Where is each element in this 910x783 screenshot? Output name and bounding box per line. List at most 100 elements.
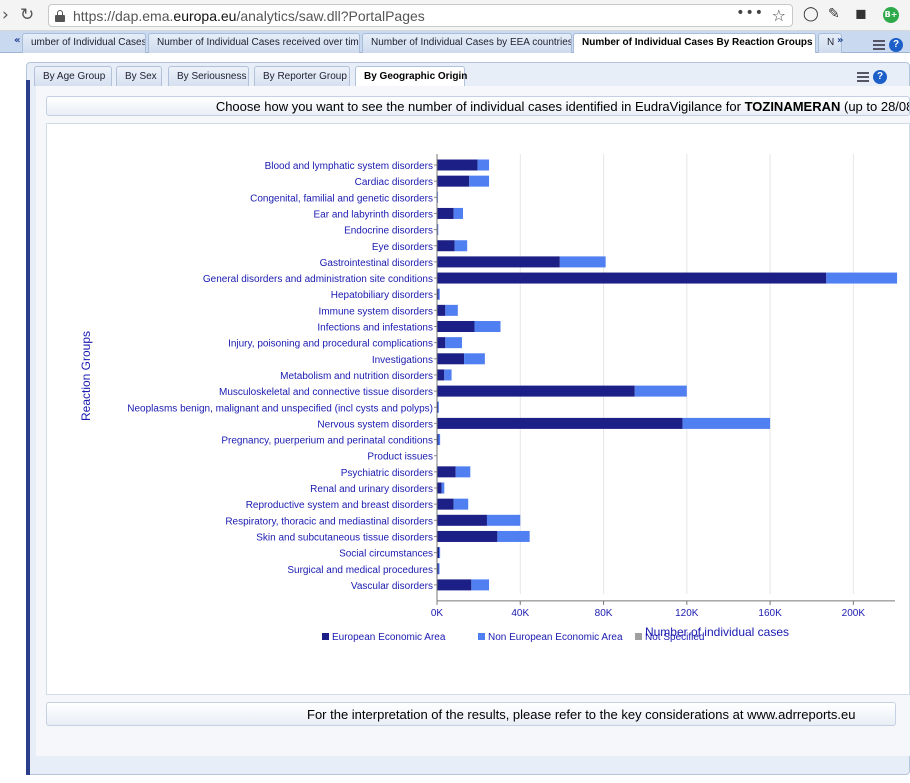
legend-label: European Economic Area	[332, 632, 446, 643]
category-label: Skin and subcutaneous tissue disorders	[256, 532, 433, 543]
frame-edge	[26, 80, 30, 775]
category-label: Social circumstances	[339, 549, 433, 560]
bar-segment	[474, 321, 501, 332]
report-help-icon[interactable]: ?	[873, 69, 887, 84]
browser-toolbar: › ↻ https://dap.ema.europa.eu/analytics/…	[0, 0, 910, 31]
legend-label: Not Specified	[645, 632, 704, 643]
category-label: Eye disorders	[372, 242, 433, 253]
bar-segment	[437, 159, 478, 171]
chart-panel: Blood and lymphatic system disorders Card…	[46, 123, 910, 695]
category-label: Gastrointestinal disorders	[320, 258, 433, 269]
category-label: Immune system disorders	[319, 306, 433, 317]
category-label: Reproductive system and breast disorders	[246, 500, 433, 511]
bar-segment	[437, 514, 487, 526]
category-label: Congenital, familial and genetic disorde…	[250, 193, 433, 204]
category-label: Blood and lymphatic system disorders	[265, 161, 433, 172]
bar-segment	[441, 482, 445, 494]
category-label: Infections and infestations	[317, 323, 433, 334]
legend-swatch	[322, 633, 329, 640]
category-label: Musculoskeletal and connective tissue di…	[219, 387, 433, 398]
category-label: Hepatobiliary disorders	[331, 290, 433, 301]
speaker-icon[interactable]: ◼	[855, 6, 867, 22]
extension-icon[interactable]: ✎	[828, 6, 840, 22]
bar-segment	[682, 417, 771, 429]
bar-segment	[437, 337, 446, 349]
portal-options: ?	[873, 34, 903, 53]
forward-icon[interactable]: ›	[2, 5, 9, 25]
tab-more[interactable]: N	[818, 33, 842, 53]
tab-cases-over-time[interactable]: Number of Individual Cases received over…	[148, 33, 360, 53]
x-tick-label: 40K	[511, 608, 529, 619]
bar-segment	[438, 288, 440, 300]
category-label: Surgical and medical procedures	[287, 565, 433, 576]
category-label: Investigations	[372, 355, 433, 366]
report-options-icon[interactable]	[857, 71, 869, 82]
x-axis-title: Number of individual cases	[645, 625, 789, 639]
bar-segment	[445, 337, 462, 349]
bar-segment	[438, 563, 440, 575]
bar-segment	[437, 288, 439, 300]
tab-individual-cases[interactable]: umber of Individual Cases	[22, 33, 146, 53]
bar-segment	[437, 353, 465, 365]
url-text: https://dap.ema.europa.eu/analytics/saw.…	[73, 8, 425, 24]
lock-icon	[55, 10, 65, 22]
tab-by-geographic-origin[interactable]: By Geographic Origin	[355, 66, 467, 86]
reload-icon[interactable]: ↻	[20, 5, 35, 25]
tab-cases-by-eea[interactable]: Number of Individual Cases by EEA countr…	[362, 33, 572, 53]
help-icon[interactable]: ?	[889, 37, 903, 52]
category-label: Psychiatric disorders	[341, 468, 433, 479]
x-tick-label: 160K	[758, 608, 782, 619]
bar-segment	[455, 466, 471, 478]
portal-tab-bar: « umber of Individual Cases Number of In…	[0, 31, 910, 54]
x-tick-label: 80K	[595, 608, 613, 619]
footer-bar: For the interpretation of the results, p…	[46, 702, 896, 726]
tab-by-age-group[interactable]: By Age Group	[34, 66, 112, 86]
bar-segment	[437, 417, 683, 429]
bar-segment	[454, 240, 468, 252]
legend-label: Non European Economic Area	[488, 632, 623, 643]
address-bar[interactable]: https://dap.ema.europa.eu/analytics/saw.…	[48, 4, 793, 27]
page-actions-icon[interactable]: •••	[736, 5, 764, 21]
tabs-scroll-right-icon[interactable]: »	[837, 35, 844, 46]
tab-cases-by-reaction-groups[interactable]: Number of Individual Cases By Reaction G…	[573, 33, 816, 54]
bar-segment	[438, 401, 439, 413]
bar-segment	[469, 175, 490, 187]
bar-segment	[439, 547, 441, 559]
bar-segment	[437, 385, 635, 397]
extension-badge-icon[interactable]: B+	[883, 7, 899, 23]
bar-chart: Blood and lymphatic system disorders Card…	[79, 154, 898, 643]
tab-by-seriousness[interactable]: By Seriousness	[168, 66, 249, 86]
legend-swatch	[478, 633, 485, 640]
bar-segment	[444, 369, 452, 381]
tabs-scroll-left-icon[interactable]: «	[14, 35, 21, 46]
category-label: Product issues	[367, 452, 433, 463]
bar-segment	[634, 385, 687, 397]
category-label: Metabolism and nutrition disorders	[280, 371, 433, 382]
page-options-icon[interactable]	[873, 39, 885, 50]
category-label: Renal and urinary disorders	[310, 484, 433, 495]
bar-segment	[437, 369, 445, 381]
product-name: TOZINAMERAN	[744, 99, 841, 114]
bar-segment	[471, 579, 490, 591]
bar-segment	[437, 272, 827, 284]
bookmark-star-icon[interactable]: ☆	[771, 6, 786, 25]
report-banner: Choose how you want to see the number of…	[46, 96, 910, 116]
bar-segment	[437, 579, 472, 591]
bar-segment	[559, 256, 606, 268]
category-label: Neoplasms benign, malignant and unspecif…	[127, 403, 433, 414]
bar-segment	[437, 498, 454, 510]
shield-icon[interactable]: ◯	[803, 6, 819, 22]
y-axis-title: Reaction Groups	[79, 331, 93, 421]
bar-segment	[437, 434, 439, 446]
x-tick-label: 200K	[842, 608, 866, 619]
legend-swatch	[635, 633, 642, 640]
category-label: Injury, poisoning and procedural complic…	[228, 339, 433, 350]
tab-by-sex[interactable]: By Sex	[116, 66, 162, 86]
category-label: Nervous system disorders	[317, 419, 433, 430]
tab-by-reporter-group[interactable]: By Reporter Group	[254, 66, 350, 86]
category-label: General disorders and administration sit…	[203, 274, 433, 285]
bar-segment	[453, 498, 469, 510]
category-label: Ear and labyrinth disorders	[313, 209, 433, 220]
bar-segment	[437, 304, 446, 316]
category-label: Vascular disorders	[351, 581, 433, 592]
